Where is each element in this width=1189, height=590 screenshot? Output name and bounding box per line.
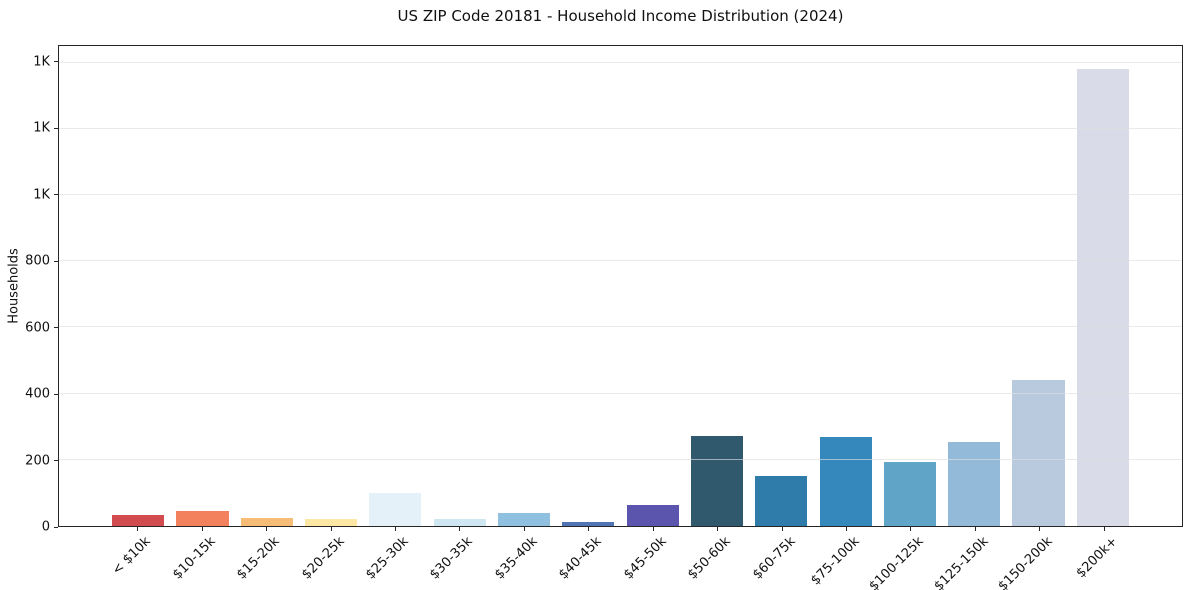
bar-15-20k (240, 518, 293, 526)
x-tick-label: < $10k (109, 534, 154, 579)
x-tick-mark (137, 527, 139, 531)
gridline-y-800 (59, 260, 1182, 262)
bar-10k (112, 514, 165, 526)
y-tick-mark (54, 61, 58, 63)
bar-slot (813, 46, 877, 526)
y-tick-label: 800 (25, 253, 50, 269)
x-tick-label: $100-125k (866, 534, 928, 590)
bar-slot (170, 46, 234, 526)
bar-slot (942, 46, 1006, 526)
bar-slot (749, 46, 813, 526)
gridline-y-400 (59, 392, 1182, 394)
y-tick-mark (54, 127, 58, 129)
y-tick-label: 1K (33, 54, 50, 70)
y-tick-label: 200 (25, 453, 50, 469)
x-tick-label: $45-50k (620, 534, 670, 583)
bar-40-45k (562, 522, 615, 526)
x-tick-mark (652, 527, 654, 531)
y-tick-label: 0 (41, 519, 50, 535)
x-tick-mark (974, 527, 976, 531)
x-tick-label: $10-15k (169, 534, 219, 583)
x-tick-mark (201, 527, 203, 531)
bar-60-75k (755, 476, 808, 526)
bars-layer (59, 46, 1182, 526)
x-tick-mark (459, 527, 461, 531)
gridline-y-1400 (59, 61, 1182, 63)
bar-slot (621, 46, 685, 526)
x-tick-label: $75-100k (808, 534, 863, 589)
x-tick-mark (1039, 527, 1041, 531)
x-tick-label: $50-60k (685, 534, 734, 583)
x-tick-mark (588, 527, 590, 531)
bar-100-125k (883, 462, 936, 526)
x-tick-mark (781, 527, 783, 531)
x-tick-label: $20-25k (298, 534, 348, 583)
y-tick-mark (54, 260, 58, 262)
y-tick-mark (54, 194, 58, 196)
y-tick-mark (54, 327, 58, 329)
x-tick-mark (1103, 527, 1105, 531)
bar-45-50k (626, 504, 679, 526)
x-tick-mark (910, 527, 912, 531)
x-tick-mark (266, 527, 268, 531)
y-tick-mark (54, 460, 58, 462)
y-tick-label: 1K (33, 187, 50, 203)
bar-200k (1076, 68, 1129, 526)
x-tick-label: $150-200k (995, 534, 1056, 590)
y-tick-label: 400 (25, 386, 50, 402)
bar-25-30k (369, 492, 422, 526)
x-tick-label: $60-75k (749, 534, 799, 583)
gridline-y-1200 (59, 127, 1182, 129)
bar-20-25k (305, 519, 358, 526)
x-tick-mark (523, 527, 525, 531)
bar-slot (299, 46, 363, 526)
y-tick-mark (54, 526, 58, 528)
x-tick-mark (330, 527, 332, 531)
x-tick-label: $15-20k (234, 534, 283, 583)
x-tick-label: $125-150k (931, 534, 992, 590)
gridline-y-1000 (59, 193, 1182, 195)
bar-slot (235, 46, 299, 526)
bar-35-40k (497, 512, 551, 526)
plot-area (58, 45, 1183, 527)
bar-slot (492, 46, 556, 526)
gridline-y-600 (59, 326, 1182, 328)
bar-10-15k (176, 511, 229, 526)
x-tick-label: $25-30k (363, 534, 412, 583)
y-tick-mark (54, 393, 58, 395)
bar-slot (1006, 46, 1070, 526)
bar-150-200k (1012, 379, 1065, 526)
bar-50-60k (690, 435, 743, 526)
y-tick-label: 600 (25, 320, 50, 336)
bar-30-35k (433, 518, 486, 526)
bar-125-150k (948, 441, 1001, 526)
bar-slot (363, 46, 427, 526)
bar-slot (878, 46, 942, 526)
x-tick-label: $35-40k (491, 534, 541, 583)
gridline-y-200 (59, 458, 1182, 460)
bar-slot (685, 46, 749, 526)
bar-slot (556, 46, 620, 526)
bar-slot (106, 46, 170, 526)
bar-slot (1071, 46, 1135, 526)
y-tick-label: 1K (33, 120, 50, 136)
x-tick-label: $30-35k (427, 534, 477, 583)
bar-75-100k (819, 437, 872, 526)
bar-slot (428, 46, 492, 526)
x-tick-label: $200k+ (1073, 534, 1121, 582)
x-tick-mark (394, 527, 396, 531)
chart-title: US ZIP Code 20181 - Household Income Dis… (397, 7, 844, 25)
x-tick-mark (846, 527, 848, 531)
x-tick-label: $40-45k (556, 534, 605, 583)
x-tick-mark (717, 527, 719, 531)
